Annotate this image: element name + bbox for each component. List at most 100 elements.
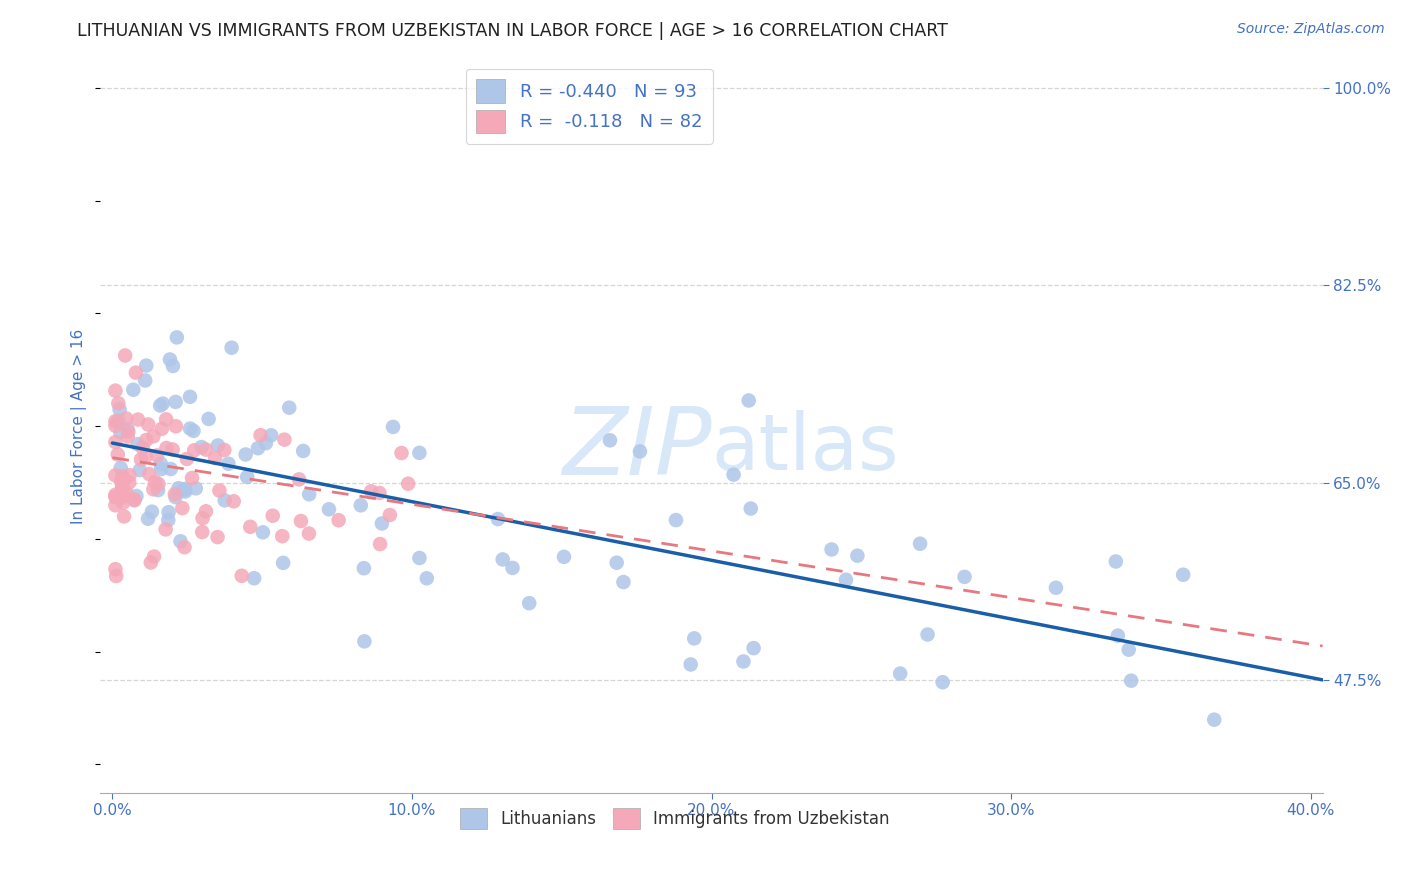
Point	[723, 467, 745, 482]
Point	[136, 512, 159, 526]
Point	[111, 469, 134, 483]
Point	[360, 484, 382, 499]
Point	[396, 476, 419, 491]
Point	[298, 526, 321, 541]
Point	[149, 399, 172, 413]
Point	[162, 442, 184, 457]
Point	[1118, 642, 1140, 657]
Point	[159, 352, 181, 367]
Point	[197, 412, 219, 426]
Point	[353, 634, 375, 648]
Point	[665, 513, 688, 527]
Point	[502, 561, 524, 575]
Point	[104, 562, 127, 576]
Point	[917, 627, 939, 641]
Point	[112, 509, 135, 524]
Point	[1173, 567, 1195, 582]
Text: ZIP: ZIP	[562, 402, 711, 493]
Point	[139, 556, 162, 570]
Point	[149, 457, 172, 471]
Text: Source: ZipAtlas.com: Source: ZipAtlas.com	[1237, 22, 1385, 37]
Point	[131, 441, 153, 455]
Point	[368, 537, 391, 551]
Point	[214, 442, 236, 457]
Y-axis label: In Labor Force | Age > 16: In Labor Force | Age > 16	[72, 328, 87, 524]
Point	[231, 569, 253, 583]
Point	[214, 493, 236, 508]
Point	[273, 433, 295, 447]
Point	[162, 359, 184, 373]
Point	[249, 428, 271, 442]
Point	[191, 524, 214, 539]
Point	[606, 556, 628, 570]
Point	[290, 514, 312, 528]
Point	[134, 374, 156, 388]
Point	[1204, 713, 1226, 727]
Point	[169, 534, 191, 549]
Legend: Lithuanians, Immigrants from Uzbekistan: Lithuanians, Immigrants from Uzbekistan	[454, 801, 896, 836]
Point	[683, 632, 706, 646]
Point	[112, 496, 135, 510]
Point	[262, 508, 284, 523]
Point	[122, 383, 145, 397]
Point	[378, 508, 401, 522]
Point	[104, 414, 127, 428]
Point	[181, 471, 204, 485]
Point	[143, 549, 166, 564]
Point	[135, 450, 157, 464]
Point	[111, 478, 134, 492]
Point	[191, 511, 214, 525]
Point	[176, 451, 198, 466]
Point	[111, 474, 134, 488]
Point	[353, 561, 375, 575]
Point	[679, 657, 702, 672]
Point	[172, 501, 194, 516]
Point	[260, 428, 283, 442]
Point	[143, 475, 166, 489]
Point	[371, 516, 394, 531]
Point	[150, 422, 173, 436]
Point	[486, 512, 509, 526]
Point	[142, 429, 165, 443]
Point	[889, 666, 911, 681]
Point	[217, 457, 239, 471]
Point	[292, 444, 315, 458]
Point	[111, 485, 134, 500]
Point	[174, 482, 197, 496]
Point	[207, 530, 229, 544]
Point	[953, 570, 976, 584]
Point	[382, 420, 405, 434]
Point	[254, 436, 277, 450]
Point	[239, 520, 262, 534]
Point	[174, 484, 197, 499]
Point	[246, 441, 269, 455]
Point	[492, 552, 515, 566]
Point	[820, 542, 842, 557]
Point	[146, 483, 169, 497]
Point	[118, 468, 141, 483]
Point	[155, 523, 177, 537]
Point	[108, 402, 131, 417]
Point	[115, 411, 138, 425]
Point	[628, 444, 651, 458]
Point	[835, 573, 858, 587]
Point	[740, 501, 762, 516]
Point	[118, 475, 141, 490]
Point	[152, 396, 174, 410]
Point	[110, 461, 132, 475]
Point	[138, 467, 160, 481]
Point	[129, 452, 152, 467]
Point	[252, 525, 274, 540]
Point	[155, 441, 177, 455]
Point	[207, 438, 229, 452]
Point	[148, 477, 170, 491]
Point	[115, 486, 138, 500]
Point	[1045, 581, 1067, 595]
Point	[208, 483, 231, 498]
Point	[183, 424, 205, 438]
Point	[172, 483, 194, 497]
Point	[104, 490, 127, 504]
Point	[235, 448, 257, 462]
Point	[159, 462, 181, 476]
Point	[416, 571, 439, 585]
